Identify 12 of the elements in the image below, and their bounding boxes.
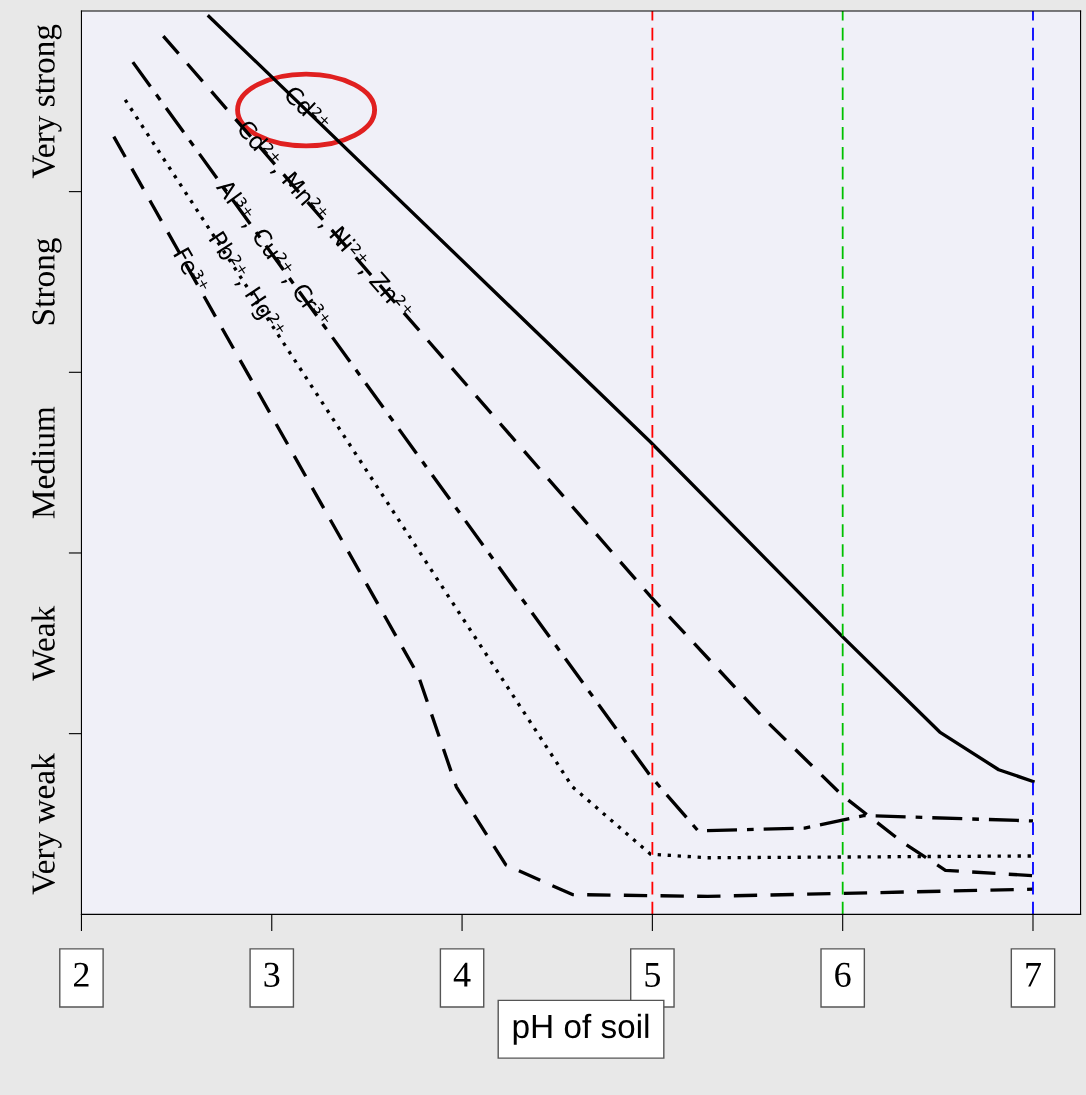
x-tick-label: 7: [1026, 962, 1041, 987]
text: Weak: [31, 605, 55, 681]
x-tick-label: 5: [645, 962, 660, 987]
x-tick-label: 4: [453, 962, 471, 987]
x-tick-label: 3: [264, 962, 280, 987]
x-tick-label: 2: [74, 962, 89, 987]
x-tick-label: 6: [835, 962, 851, 987]
text: Strong: [32, 238, 62, 325]
text: Very strong: [32, 24, 62, 179]
x-axis-title: pH of soil: [513, 1013, 649, 1045]
text: Medium: [31, 406, 55, 519]
text: Very weak: [31, 753, 62, 895]
